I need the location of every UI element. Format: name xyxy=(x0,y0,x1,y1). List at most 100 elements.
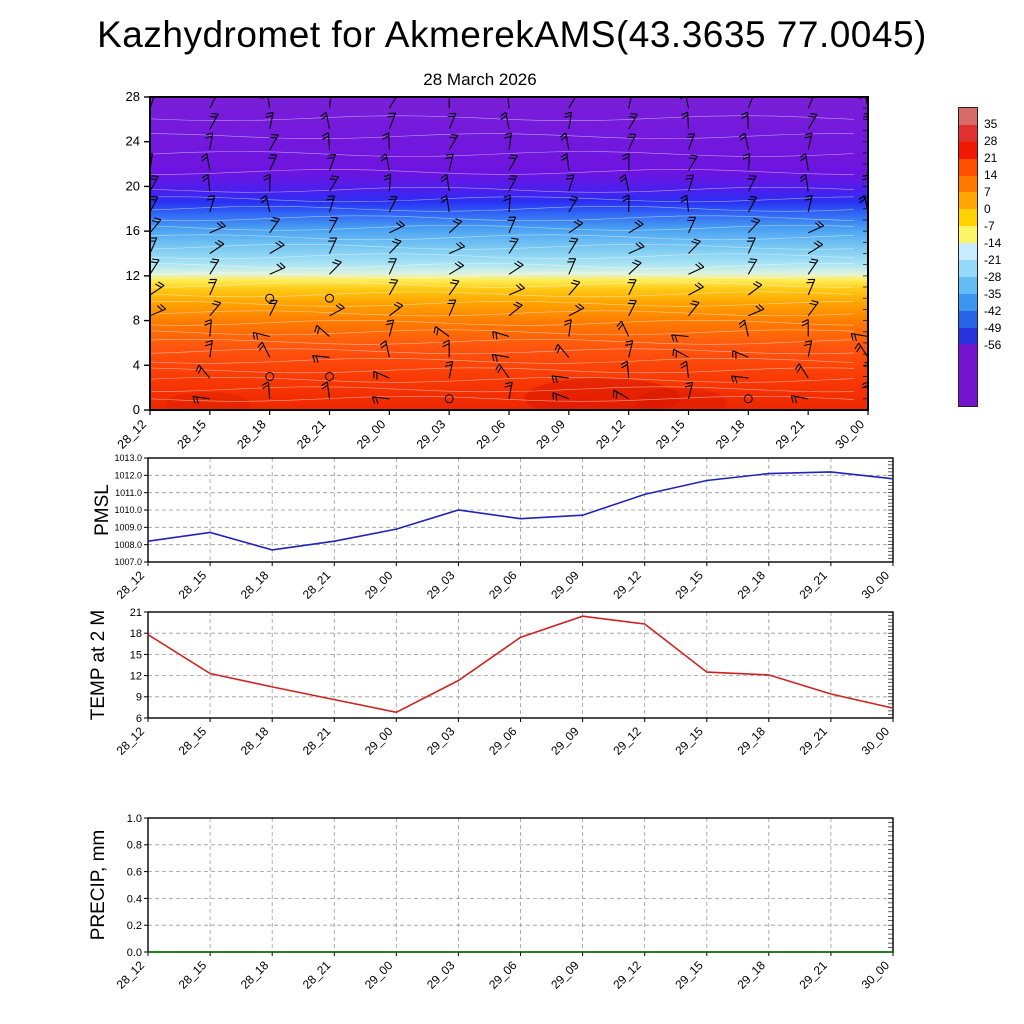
svg-text:29_03: 29_03 xyxy=(424,958,458,992)
colorbar-segment xyxy=(959,344,977,407)
colorbar-tick-label: -35 xyxy=(984,287,1002,301)
colorbar-segment xyxy=(959,226,977,244)
svg-text:28_18: 28_18 xyxy=(238,958,272,992)
svg-text:28_15: 28_15 xyxy=(174,417,209,452)
svg-text:29_21: 29_21 xyxy=(797,724,831,758)
svg-text:28_12: 28_12 xyxy=(114,568,148,602)
svg-text:29_09: 29_09 xyxy=(533,417,568,452)
svg-text:29_12: 29_12 xyxy=(610,724,644,758)
colorbar-segment xyxy=(959,141,977,159)
colorbar-tick-label: 28 xyxy=(984,134,998,148)
y-tick-labels: 1007.0 1008.0 1009.0 1010.0 1011.0 1012.0 1013… xyxy=(114,453,142,567)
colorbar-segment xyxy=(959,175,977,193)
wind-barbs xyxy=(150,97,868,405)
calm-wind-circle xyxy=(444,394,454,404)
pmsl-chart: 1007.0 1008.0 1009.0 1010.0 1011.0 1012.0 1013… xyxy=(114,453,894,602)
svg-text:18: 18 xyxy=(130,628,142,640)
calm-wind-circle xyxy=(743,394,753,404)
colorbar-segment xyxy=(959,327,977,345)
calm-wind-circle xyxy=(265,293,275,303)
svg-text:1012.0: 1012.0 xyxy=(114,471,142,481)
colorbar-segment xyxy=(959,260,977,277)
colorbar-tick-label: -21 xyxy=(984,253,1002,267)
svg-text:29_21: 29_21 xyxy=(773,417,808,452)
svg-text:0.4: 0.4 xyxy=(127,893,142,905)
colorbar-tick-label: -7 xyxy=(984,219,995,233)
svg-text:24: 24 xyxy=(126,134,140,149)
svg-text:29_00: 29_00 xyxy=(354,417,389,452)
colorbar-labels: 35 28 21 14 7 0 -7 -14 -21 -28 -35 -42 -49 -56 xyxy=(984,107,1024,427)
svg-text:29_12: 29_12 xyxy=(593,417,628,452)
svg-text:28_21: 28_21 xyxy=(300,958,334,992)
svg-text:28_18: 28_18 xyxy=(234,417,269,452)
svg-text:29_06: 29_06 xyxy=(486,568,520,602)
svg-text:1008.0: 1008.0 xyxy=(114,540,142,550)
svg-text:9: 9 xyxy=(136,692,142,704)
gridlines xyxy=(147,817,894,953)
svg-text:29_03: 29_03 xyxy=(414,417,449,452)
y-tick-labels: 0 4 8 12 16 20 24 28 xyxy=(126,89,140,417)
svg-text:15: 15 xyxy=(130,649,142,661)
cross-section-chart: 0 4 8 12 16 20 24 28 28_12 28_15 28_18 28_21 29_00 29… xyxy=(115,89,869,452)
svg-text:12: 12 xyxy=(130,670,142,682)
chart-date-title: 28 March 2026 xyxy=(423,70,537,89)
temp-2m-chart: 6 9 12 15 18 21 28_12 28_15 28_18 28_21 29_00 29_03… xyxy=(114,607,894,758)
y-tick-labels: 0.0 0.2 0.4 0.6 0.8 1.0 xyxy=(127,813,142,959)
svg-text:29_06: 29_06 xyxy=(486,724,520,758)
svg-text:30_00: 30_00 xyxy=(833,417,868,452)
svg-text:1009.0: 1009.0 xyxy=(114,523,142,533)
colorbar-tick-label: 35 xyxy=(984,117,998,131)
x-tick-labels: 28_12 28_15 28_18 28_21 29_00 29_03 29_06 29_09… xyxy=(115,417,868,452)
svg-text:29_06: 29_06 xyxy=(474,417,509,452)
pmsl-line xyxy=(147,471,894,551)
svg-text:0.6: 0.6 xyxy=(127,867,142,879)
svg-text:21: 21 xyxy=(130,607,142,619)
svg-text:28_21: 28_21 xyxy=(300,568,334,602)
colorbar-tick-label: 0 xyxy=(984,202,991,216)
colorbar-tick-label: -28 xyxy=(984,270,1002,284)
svg-text:8: 8 xyxy=(133,313,140,328)
svg-text:29_15: 29_15 xyxy=(653,417,688,452)
svg-text:12: 12 xyxy=(126,268,140,283)
svg-text:29_18: 29_18 xyxy=(713,417,748,452)
colorbar-tick-label: -56 xyxy=(984,338,1002,352)
calm-wind-circle xyxy=(325,293,334,303)
colorbar-segment xyxy=(959,192,977,210)
temp-2m-line xyxy=(147,615,894,714)
svg-text:29_03: 29_03 xyxy=(424,724,458,758)
svg-text:29_12: 29_12 xyxy=(610,958,644,992)
colorbar-tick-label: -49 xyxy=(984,321,1002,335)
x-tick-labels: 28_12 28_15 28_18 28_21 29_00 29_03 29_06 29_09… xyxy=(114,724,893,758)
svg-text:29_03: 29_03 xyxy=(424,568,458,602)
colorbar-tick-label: 7 xyxy=(984,185,991,199)
colorbar-segment xyxy=(959,310,977,328)
y-tick-labels: 6 9 12 15 18 21 xyxy=(130,607,142,725)
svg-text:29_09: 29_09 xyxy=(548,724,582,758)
svg-text:29_09: 29_09 xyxy=(548,568,582,602)
svg-text:28_15: 28_15 xyxy=(176,724,210,758)
svg-text:28_12: 28_12 xyxy=(115,417,150,452)
svg-text:1.0: 1.0 xyxy=(127,813,142,825)
colorbar-tick-label: 14 xyxy=(984,168,998,182)
svg-text:28_21: 28_21 xyxy=(300,724,334,758)
svg-text:28_15: 28_15 xyxy=(176,958,210,992)
page-title: Kazhydromet for AkmerekAMS(43.3635 77.00… xyxy=(97,14,927,55)
colorbar-segment xyxy=(959,293,977,311)
svg-text:30_00: 30_00 xyxy=(859,958,893,992)
svg-text:0.0: 0.0 xyxy=(127,947,142,959)
svg-text:29_12: 29_12 xyxy=(610,568,644,602)
colorbar-tick-label: 21 xyxy=(984,151,998,165)
svg-text:30_00: 30_00 xyxy=(859,724,893,758)
svg-text:0.8: 0.8 xyxy=(127,840,142,852)
svg-text:4: 4 xyxy=(133,357,140,372)
svg-text:29_21: 29_21 xyxy=(797,958,831,992)
svg-text:29_06: 29_06 xyxy=(486,958,520,992)
x-tick-labels: 28_12 28_15 28_18 28_21 29_00 29_03 29_06 29_09… xyxy=(114,958,893,992)
x-tick-labels: 28_12 28_15 28_18 28_21 29_00 29_03 29_06 29_09… xyxy=(114,568,893,602)
svg-text:29_00: 29_00 xyxy=(362,958,396,992)
svg-text:28: 28 xyxy=(126,89,140,104)
gridlines xyxy=(147,611,894,719)
colorbar-segment xyxy=(959,124,977,142)
svg-text:30_00: 30_00 xyxy=(859,568,893,602)
svg-text:1010.0: 1010.0 xyxy=(114,505,142,515)
